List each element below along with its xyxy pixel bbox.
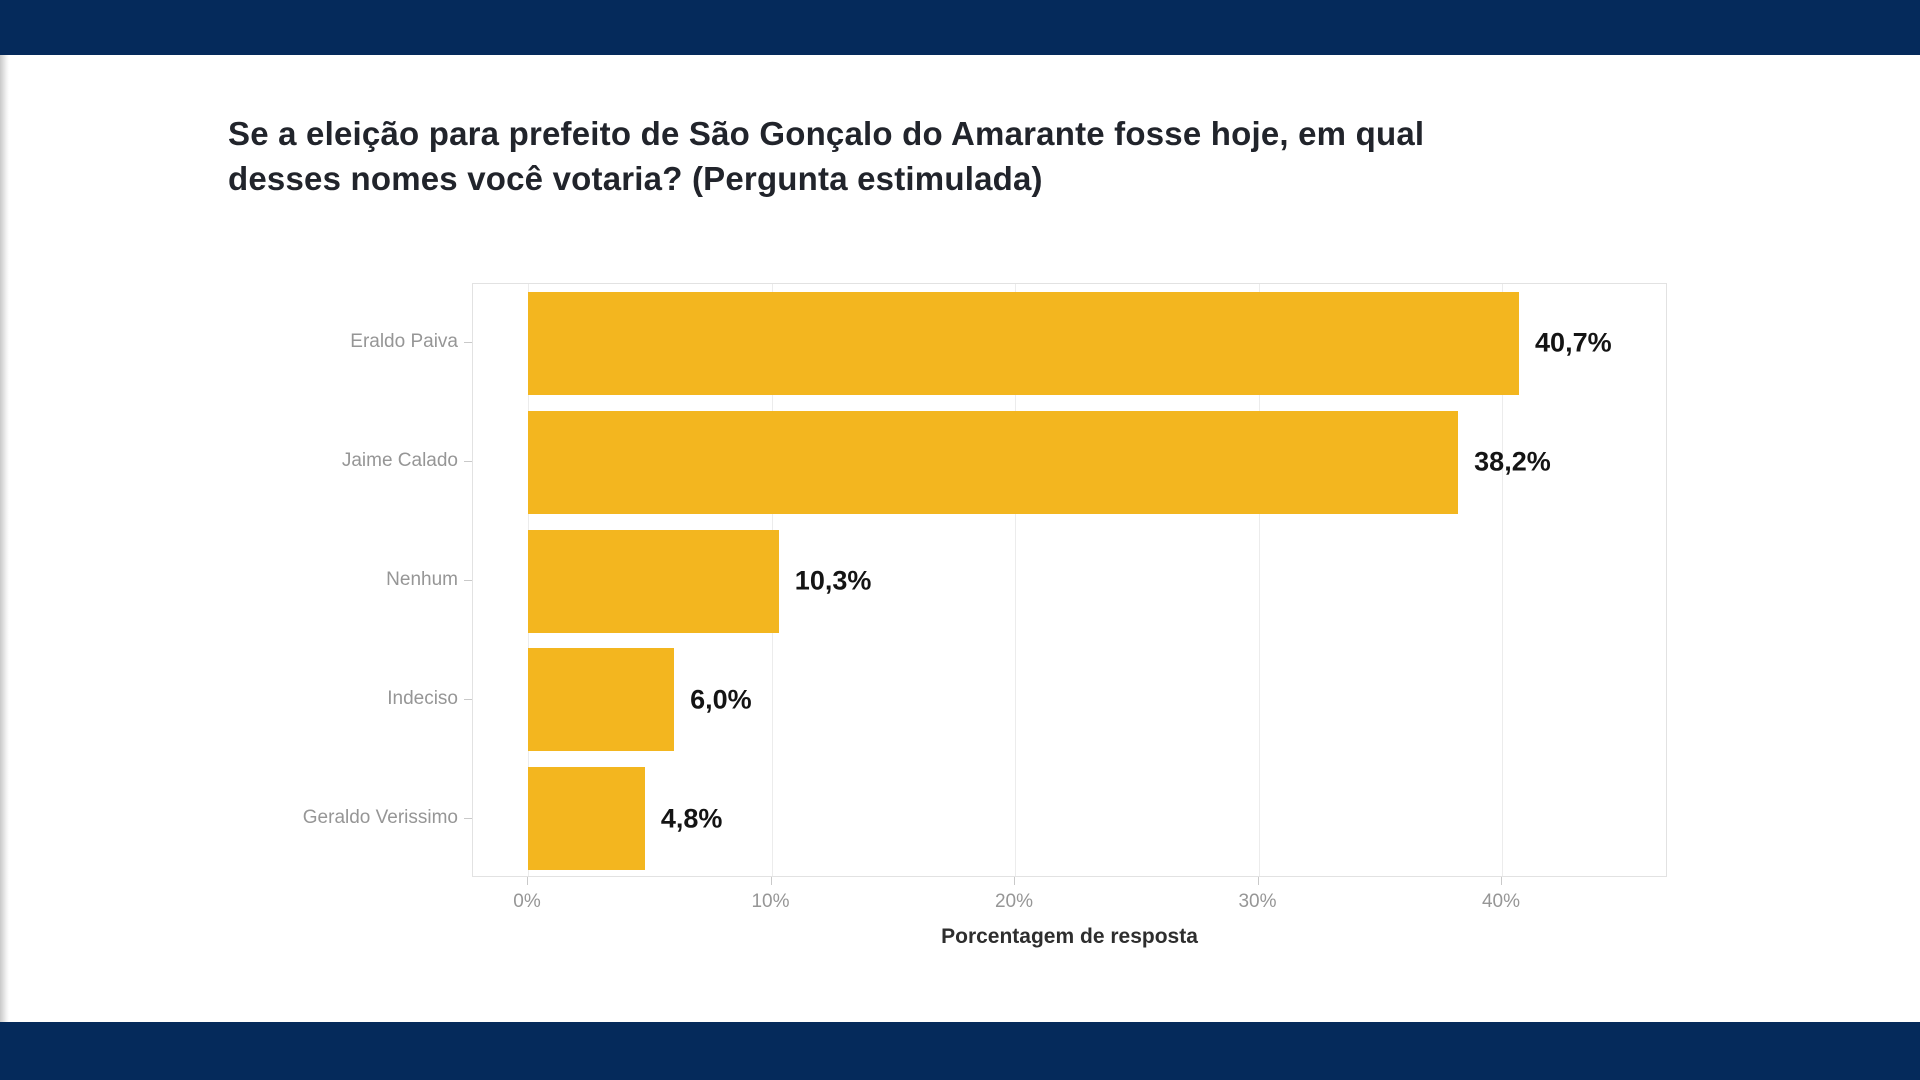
x-tick-mark xyxy=(1501,877,1502,885)
value-label: 40,7% xyxy=(1535,327,1612,358)
category-label: Indeciso xyxy=(387,687,458,709)
y-tick-mark xyxy=(464,580,472,581)
y-tick-mark xyxy=(464,817,472,819)
x-tick-mark xyxy=(1014,877,1015,885)
value-label: 4,8% xyxy=(660,803,723,834)
category-label: Jaime Calado xyxy=(341,450,458,472)
category-label: Geraldo Verissimo xyxy=(302,806,458,828)
gridline-40% xyxy=(1502,284,1503,876)
gridline-20% xyxy=(1015,284,1016,876)
value-label: 10,3% xyxy=(794,565,872,596)
top-navy-band xyxy=(0,0,1920,55)
chart-title-line-2: desses nomes você votaria? (Pergunta est… xyxy=(228,159,1043,197)
x-tick-label: 30% xyxy=(1238,891,1277,912)
y-tick-mark xyxy=(464,342,472,344)
x-tick-mark xyxy=(527,877,528,885)
x-tick-mark xyxy=(1257,877,1259,885)
bar-jaime-calado xyxy=(528,410,1459,514)
value-label: 38,2% xyxy=(1474,446,1551,477)
bar-geraldo-verissimo xyxy=(528,767,645,871)
category-label: Eraldo Paiva xyxy=(350,331,458,353)
value-label: 6,0% xyxy=(690,684,752,715)
x-tick-mark xyxy=(770,877,772,885)
gridline-30% xyxy=(1258,284,1260,876)
x-axis-title: Porcentagem de resposta xyxy=(941,925,1198,948)
y-tick-mark xyxy=(464,461,472,463)
chart-title: Se a eleição para prefeito de São Gonçal… xyxy=(228,112,1788,201)
y-tick-mark xyxy=(464,698,472,700)
bar-eraldo-paiva xyxy=(528,291,1520,395)
chart-title-line-1: Se a eleição para prefeito de São Gonçal… xyxy=(228,115,1425,152)
x-tick-label: 40% xyxy=(1481,891,1521,912)
bottom-navy-band xyxy=(0,1022,1920,1080)
left-edge-strip xyxy=(0,55,9,1022)
bar-indeciso xyxy=(528,648,675,752)
x-tick-label: 0% xyxy=(513,891,541,912)
chart-panel: 40,7% 38,2% 10,3% 6,0% 4,8% xyxy=(472,283,1667,877)
category-label: Nenhum xyxy=(386,569,458,590)
x-tick-label: 10% xyxy=(751,891,790,912)
x-tick-label: 20% xyxy=(994,891,1034,912)
bar-nenhum xyxy=(528,529,779,633)
